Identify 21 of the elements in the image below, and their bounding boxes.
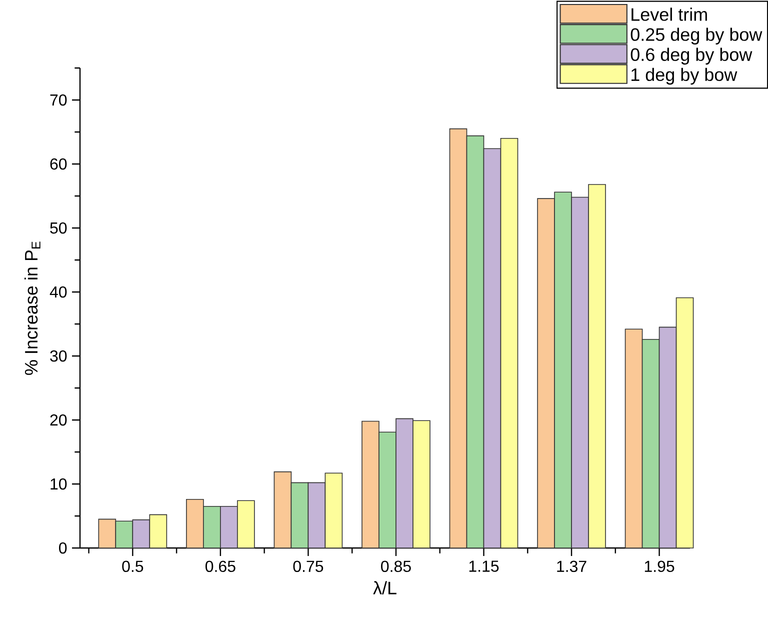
y-tick-label: 0 [59, 542, 67, 554]
y-tick-label: 60 [50, 158, 67, 170]
legend-label: 0.25 deg by bow [630, 28, 762, 45]
x-tick-label: 1.15 [469, 560, 499, 572]
x-tick-label: 0.5 [122, 560, 144, 572]
x-tick-label: 0.85 [381, 560, 411, 572]
legend-label: 0.6 deg by bow [630, 48, 752, 65]
y-tick-label: 40 [50, 286, 67, 298]
x-tick-label: 0.65 [205, 560, 236, 572]
x-tick-label: 1.37 [557, 560, 586, 572]
y-tick-label: 50 [50, 222, 67, 234]
y-tick-label: 70 [50, 94, 67, 106]
y-tick-label: 20 [50, 414, 67, 426]
x-tick-label: 0.75 [293, 560, 324, 572]
y-tick-label: 30 [50, 350, 67, 362]
y-tick-label: 10 [50, 478, 67, 490]
legend-label: 1 deg by bow [632, 68, 738, 85]
x-tick-label: 1.95 [644, 560, 674, 572]
y-axis-title: % Increase in P$_{E}$ [24, 242, 40, 375]
x-axis-title: λ/L [373, 581, 396, 594]
legend-label: Level trim [632, 8, 707, 21]
